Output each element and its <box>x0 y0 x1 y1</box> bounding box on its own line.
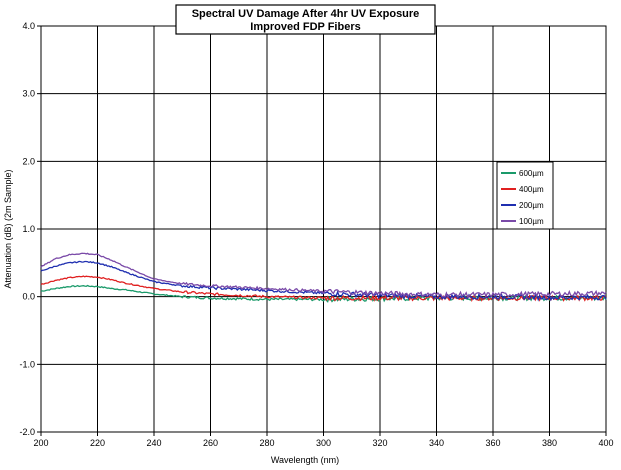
y-tick-label: 0.0 <box>22 292 35 302</box>
x-tick-label: 220 <box>90 438 105 448</box>
title-frame <box>175 4 436 35</box>
chart-title: Spectral UV Damage After 4hr UV Exposure <box>192 8 420 20</box>
x-axis-title: Wavelength (nm) <box>271 455 339 465</box>
x-tick-label: 240 <box>146 438 161 448</box>
x-tick-label: 300 <box>316 438 331 448</box>
x-tick-label: 340 <box>429 438 444 448</box>
chart-subtitle: Improved FDP Fibers <box>250 21 360 33</box>
series-lines <box>40 252 607 303</box>
series-line-3 <box>40 252 607 299</box>
legend: 600µm 400µm 200µm 100µm <box>496 161 554 230</box>
tick-labels: 200 220 240 260 280 300 320 340 360 380 400 -2.0 -1.… <box>19 21 613 448</box>
x-tick-label: 200 <box>33 438 48 448</box>
legend-label-0: 600µm <box>519 169 544 178</box>
y-tick-label: -2.0 <box>19 427 35 437</box>
x-tick-label: 400 <box>598 438 613 448</box>
grid-lines <box>37 25 607 436</box>
y-tick-label: 2.0 <box>22 156 35 166</box>
y-axis-title: Attenuation (dB) (2m Sample) <box>3 169 13 288</box>
legend-label-1: 400µm <box>519 185 544 194</box>
y-tick-label: 3.0 <box>22 89 35 99</box>
x-tick-label: 260 <box>203 438 218 448</box>
x-tick-label: 380 <box>542 438 557 448</box>
y-tick-label: 1.0 <box>22 224 35 234</box>
x-tick-label: 320 <box>372 438 387 448</box>
y-tick-label: -1.0 <box>19 359 35 369</box>
y-tick-label: 4.0 <box>22 21 35 31</box>
legend-label-2: 200µm <box>519 201 544 210</box>
x-tick-label: 360 <box>485 438 500 448</box>
series-line-0 <box>40 284 607 303</box>
chart-title-box: Spectral UV Damage After 4hr UV Exposure… <box>175 4 436 35</box>
legend-label-3: 100µm <box>519 217 544 226</box>
x-tick-label: 280 <box>259 438 274 448</box>
